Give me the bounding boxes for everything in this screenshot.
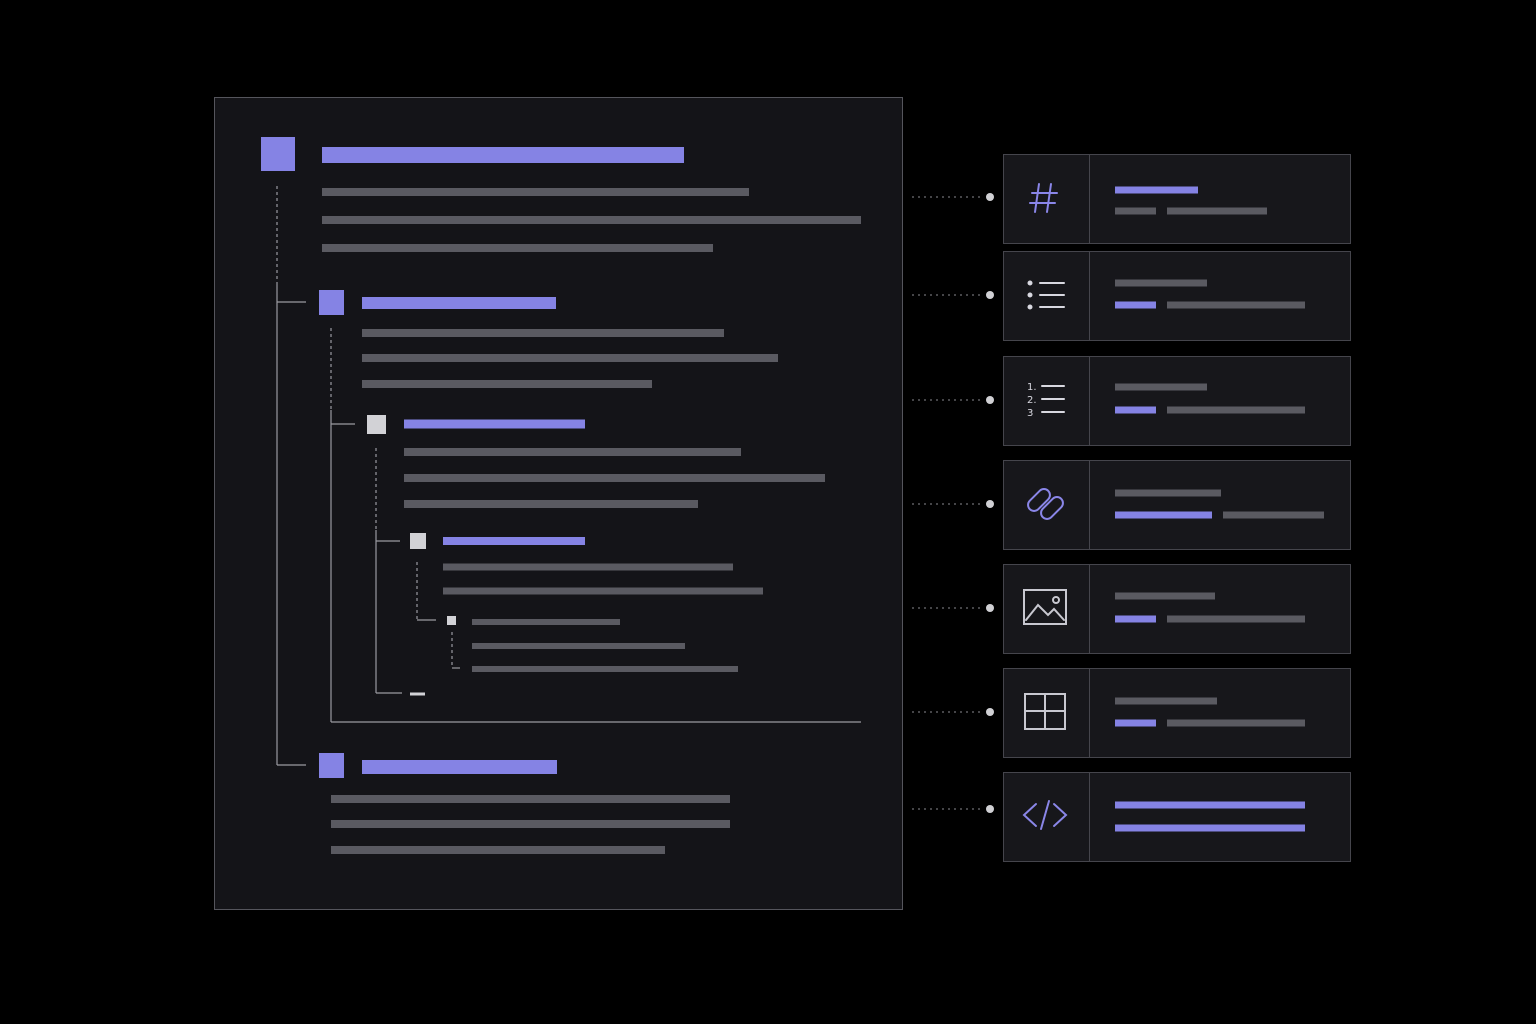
text-line <box>331 795 730 803</box>
list-marker: 3 <box>1027 408 1033 419</box>
numbered-list-icon <box>1041 385 1065 413</box>
connector-dot <box>986 604 994 612</box>
text-line <box>472 619 620 625</box>
table-icon <box>1024 693 1066 730</box>
code-icon <box>1022 800 1068 830</box>
text-line <box>1115 697 1217 705</box>
accent-line <box>1115 824 1305 832</box>
text-line <box>1167 615 1305 623</box>
node-marker <box>261 137 295 171</box>
text-line <box>472 666 738 672</box>
element-card <box>1003 772 1351 862</box>
accent-line <box>1115 186 1198 194</box>
text-line <box>322 244 713 252</box>
text-line <box>404 474 825 482</box>
text-line <box>1115 279 1207 287</box>
text-line <box>322 188 749 196</box>
connector-dot <box>986 396 994 404</box>
text-line <box>1115 489 1221 497</box>
heading-line <box>362 760 557 774</box>
heading-icon <box>1029 183 1058 213</box>
element-cards <box>912 154 1351 862</box>
list-end-marker <box>410 692 425 696</box>
element-card <box>1003 668 1351 758</box>
link-icon <box>1027 488 1064 520</box>
node-marker <box>319 290 344 315</box>
node-marker <box>319 753 344 778</box>
text-line <box>362 354 778 362</box>
text-line <box>1115 383 1207 391</box>
text-line <box>1223 511 1324 519</box>
text-line <box>362 329 724 337</box>
accent-line <box>1115 615 1156 623</box>
icons <box>1022 183 1068 830</box>
text-line <box>404 500 698 508</box>
connector-dot <box>986 805 994 813</box>
heading-line <box>404 419 585 429</box>
text-line <box>331 846 665 854</box>
node-marker <box>447 616 456 625</box>
text-line <box>331 820 730 828</box>
bullet-list-icon <box>1027 280 1065 310</box>
element-card <box>1003 356 1351 446</box>
connector-dot <box>986 708 994 716</box>
node-marker <box>367 415 386 434</box>
text-line <box>1167 406 1305 414</box>
text-line <box>472 643 685 649</box>
node-marker <box>410 533 426 549</box>
connector-dot <box>986 500 994 508</box>
text-line <box>443 587 763 595</box>
text-line <box>1115 207 1156 215</box>
text-line <box>322 216 861 224</box>
connector-dot <box>986 193 994 201</box>
text-line <box>443 563 733 571</box>
accent-line <box>1115 801 1305 809</box>
text-line <box>362 380 652 388</box>
list-marker: 1. <box>1027 382 1037 393</box>
connector-dot <box>986 291 994 299</box>
element-card <box>1003 154 1351 244</box>
element-card <box>1003 460 1351 550</box>
list-marker: 2. <box>1027 395 1037 406</box>
accent-line <box>1115 301 1156 309</box>
heading-line <box>362 297 556 309</box>
text-line <box>1167 719 1305 727</box>
text-line <box>1167 207 1267 215</box>
accent-line <box>1115 719 1156 727</box>
image-icon <box>1023 589 1067 625</box>
text-line <box>404 448 741 456</box>
text-line <box>1167 301 1305 309</box>
document-outline <box>261 137 861 854</box>
accent-line <box>1115 406 1156 414</box>
text-line <box>1115 592 1215 600</box>
element-card <box>1003 564 1351 654</box>
heading-line <box>443 537 585 545</box>
heading-line <box>322 147 684 163</box>
accent-line <box>1115 511 1212 519</box>
